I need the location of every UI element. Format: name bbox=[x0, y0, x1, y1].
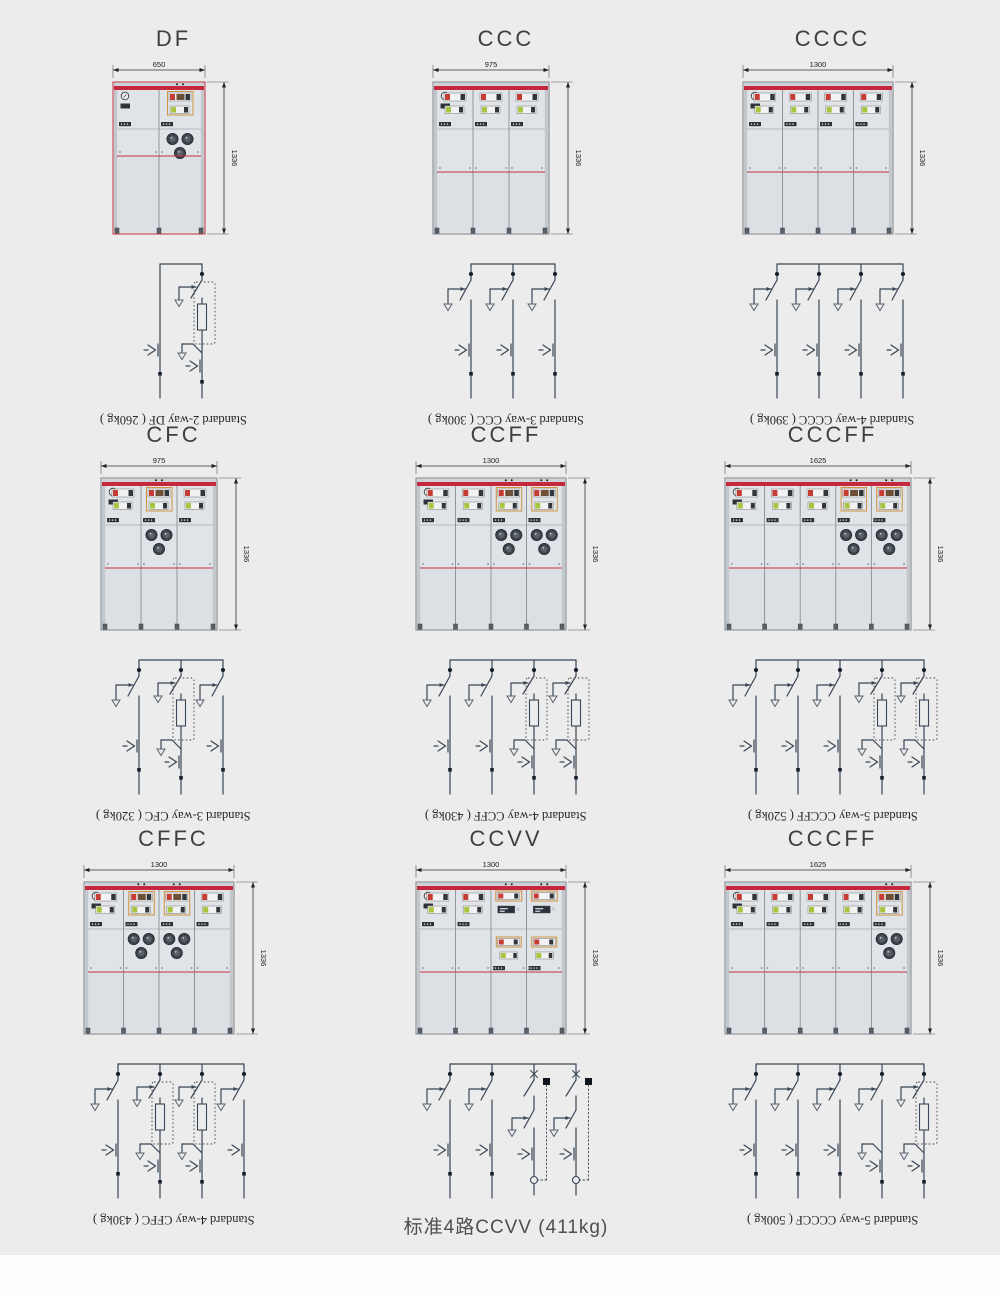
cabinet-svg: 1625 1336 bbox=[724, 860, 945, 1035]
cabinet-svg: 650 1336 bbox=[112, 60, 239, 235]
svg-text:1625: 1625 bbox=[809, 860, 826, 869]
cabinet-svg: 975 1336 bbox=[432, 60, 583, 235]
panel-ccc: CCC 975 1336 Standard 3-way CCC ( 300kg ) bbox=[347, 26, 665, 427]
svg-text:1336: 1336 bbox=[242, 546, 251, 563]
cabinet-svg: 1300 1336 bbox=[415, 860, 600, 1035]
panel-df: DF 650 1336 Standard 2-way DF ( 260kg ) bbox=[0, 26, 347, 427]
catalog-grid: DF 650 1336 Standard 2-way DF ( 260kg ) C… bbox=[0, 26, 1000, 1256]
panel-title-ccc: CCC bbox=[477, 26, 535, 51]
panel-title-cccff-2: CCCFF bbox=[787, 826, 878, 851]
circuit-diagram-ccc bbox=[439, 254, 573, 406]
panel-title-df: DF bbox=[155, 26, 192, 51]
svg-text:650: 650 bbox=[152, 60, 165, 69]
svg-text:1336: 1336 bbox=[591, 546, 600, 563]
svg-text:1300: 1300 bbox=[150, 860, 167, 869]
circuit-svg bbox=[110, 659, 225, 795]
cabinet-svg: 1300 1336 bbox=[415, 456, 600, 631]
panel-title-cccff: CCCFF bbox=[787, 422, 878, 447]
circuit-diagram-cfc bbox=[107, 650, 241, 802]
circuit-svg bbox=[422, 659, 590, 795]
panel-cfc: CFC 975 1336 Standard 3-way CFC ( 320kg ) bbox=[0, 422, 347, 826]
page-bottom-margin bbox=[0, 1255, 1000, 1295]
panel-ccvv: CCVV 1300 1336 标准4路CCVV (411kg) bbox=[347, 826, 665, 1256]
panel-cccc: CCCC 1300 1336 Standard 4-way CCCC ( 390k… bbox=[665, 26, 1000, 427]
svg-text:1300: 1300 bbox=[483, 860, 500, 869]
circuit-svg bbox=[89, 1063, 246, 1199]
cabinet-drawing-cfc: 975 1336 bbox=[93, 454, 255, 648]
panel-title-cffc: CFFC bbox=[138, 826, 209, 851]
panel-cffc: CFFC 1300 1336 Standard 4-way CFFC ( 430k… bbox=[0, 826, 347, 1256]
panel-title-cccc: CCCC bbox=[794, 26, 871, 51]
circuit-diagram-ccvv bbox=[418, 1054, 594, 1206]
panel-title-ccvv: CCVV bbox=[469, 826, 543, 851]
panel-cccff: CCCFF 1625 1336 Standard 5-way CCCFF ( 52… bbox=[665, 422, 1000, 826]
circuit-diagram-cccff-2 bbox=[724, 1054, 942, 1206]
circuit-svg bbox=[443, 263, 558, 399]
circuit-svg bbox=[748, 263, 905, 399]
panel-caption-df: Standard 2-way DF ( 260kg ) bbox=[100, 413, 247, 427]
circuit-diagram-cffc bbox=[86, 1054, 262, 1206]
panel-ccff: CCFF 1300 1336 Standard 4-way CCFF ( 430k… bbox=[347, 422, 665, 826]
panel-caption-cccc: Standard 4-way CCCC ( 390kg ) bbox=[750, 413, 915, 427]
panel-title-cfc: CFC bbox=[146, 422, 201, 447]
cabinet-drawing-cccc: 1300 1336 bbox=[735, 58, 931, 252]
circuit-svg bbox=[142, 263, 215, 399]
panel-caption-cfc: Standard 3-way CFC ( 320kg ) bbox=[96, 809, 251, 823]
cabinet-svg: 1300 1336 bbox=[83, 860, 268, 1035]
circuit-svg bbox=[727, 659, 937, 795]
svg-text:1625: 1625 bbox=[809, 456, 826, 465]
svg-text:1336: 1336 bbox=[591, 950, 600, 967]
circuit-diagram-cccc bbox=[745, 254, 921, 406]
svg-text:1336: 1336 bbox=[936, 950, 945, 967]
circuit-diagram-cccff bbox=[724, 650, 942, 802]
cabinet-drawing-cccff: 1625 1336 bbox=[717, 454, 949, 648]
panel-caption-ccc: Standard 3-way CCC ( 300kg ) bbox=[428, 413, 584, 427]
circuit-diagram-ccff bbox=[418, 650, 594, 802]
svg-text:1336: 1336 bbox=[936, 546, 945, 563]
cabinet-drawing-cffc: 1300 1336 bbox=[76, 858, 272, 1052]
svg-text:1300: 1300 bbox=[483, 456, 500, 465]
cabinet-drawing-ccvv: 1300 1336 bbox=[408, 858, 604, 1052]
panel-caption-cffc: Standard 4-way CFFC ( 430kg ) bbox=[92, 1213, 255, 1227]
cabinet-drawing-ccc: 975 1336 bbox=[425, 58, 587, 252]
panel-caption-ccvv: 标准4路CCVV (411kg) bbox=[403, 1217, 609, 1238]
cabinet-drawing-df: 650 1336 bbox=[105, 58, 243, 252]
svg-text:1336: 1336 bbox=[574, 150, 583, 167]
cabinet-svg: 1625 1336 bbox=[724, 456, 945, 631]
cabinet-svg: 975 1336 bbox=[100, 456, 251, 631]
svg-text:1336: 1336 bbox=[918, 150, 927, 167]
panel-caption-cccff-2: Standard 5-way CCCCF ( 500kg ) bbox=[746, 1213, 919, 1227]
cabinet-svg: 1300 1336 bbox=[742, 60, 927, 235]
panel-caption-ccff: Standard 4-way CCFF ( 430kg ) bbox=[425, 809, 587, 823]
panel-cccff-2: CCCFF 1625 1336 Standard 5-way CCCCF ( 50… bbox=[665, 826, 1000, 1256]
circuit-svg bbox=[727, 1063, 937, 1199]
svg-text:1336: 1336 bbox=[259, 950, 268, 967]
cabinet-drawing-ccff: 1300 1336 bbox=[408, 454, 604, 648]
circuit-svg bbox=[422, 1063, 592, 1199]
svg-text:975: 975 bbox=[485, 60, 498, 69]
svg-text:1300: 1300 bbox=[809, 60, 826, 69]
circuit-diagram-df bbox=[128, 254, 220, 406]
svg-text:975: 975 bbox=[152, 456, 165, 465]
cabinet-drawing-cccff-2: 1625 1336 bbox=[717, 858, 949, 1052]
panel-title-ccff: CCFF bbox=[470, 422, 542, 447]
panel-caption-cccff: Standard 5-way CCCFF ( 520kg ) bbox=[747, 809, 918, 823]
svg-text:1336: 1336 bbox=[230, 150, 239, 167]
